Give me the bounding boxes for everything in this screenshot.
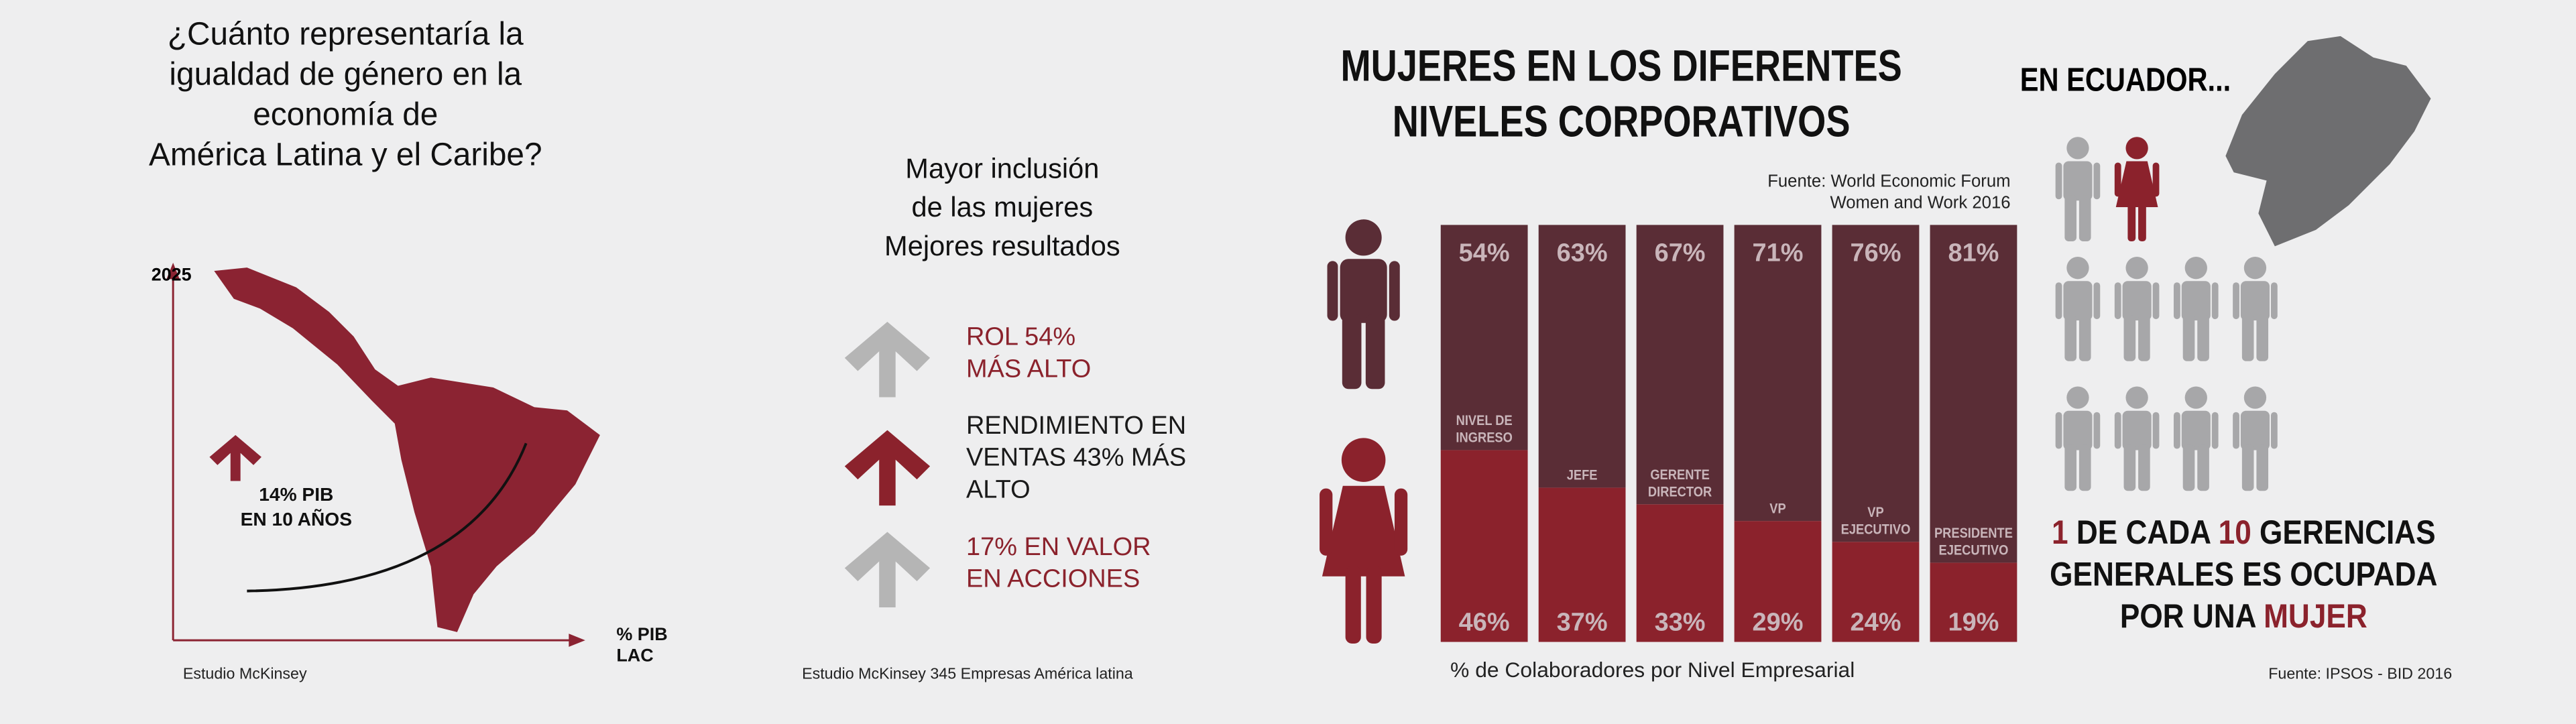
result-line: ROL 54% [966, 323, 1075, 351]
value-label: 19% [1948, 609, 1999, 637]
category-label: INGRESO [1456, 430, 1512, 446]
category-label: EJECUTIVO [1939, 543, 2009, 558]
bar-segment [1538, 487, 1626, 642]
title-line: ¿Cuánto representaría la [168, 16, 524, 52]
value-label: 33% [1655, 609, 1706, 637]
bar-segment [1930, 225, 2017, 563]
category-label: PRESIDENTE [1934, 526, 2013, 541]
value-label: 29% [1753, 609, 1804, 637]
value-label: 63% [1557, 239, 1608, 267]
chart-source-line: Women and Work 2016 [1830, 193, 2010, 212]
source: Estudio McKinsey [183, 665, 307, 682]
category-label: EJECUTIVO [1841, 522, 1911, 538]
ecuador-map [2225, 36, 2431, 247]
title-line: economía de [253, 97, 438, 132]
chart-title-line: MUJERES EN LOS DIFERENTES [1340, 40, 1901, 90]
bar-segment [1832, 542, 1920, 642]
headline-line: GENERALES ES OCUPADA [2050, 556, 2437, 593]
source: Fuente: IPSOS - BID 2016 [2268, 665, 2452, 682]
headline-segment: GENERALES ES OCUPADA [2050, 556, 2437, 593]
bar-segment [1440, 225, 1528, 450]
category-label: GERENTE [1650, 467, 1709, 483]
value-label: 76% [1851, 239, 1901, 267]
value-label: 24% [1851, 609, 1901, 637]
y-label: 2025 [152, 265, 192, 285]
latin-america-map [214, 267, 600, 632]
headline-segment: 1 [2052, 514, 2068, 552]
bar-segment [1440, 450, 1528, 642]
headline-line: POR UNA MUJER [2120, 598, 2367, 636]
source: Estudio McKinsey 345 Empresas América la… [802, 665, 1133, 682]
headline-line: 1 DE CADA 10 GERENCIAS [2052, 514, 2436, 552]
result-line: RENDIMIENTO EN [966, 412, 1186, 440]
title-line: América Latina y el Caribe? [149, 137, 542, 172]
value-label: 81% [1948, 239, 1999, 267]
chart-source-line: Fuente: World Economic Forum [1767, 172, 2010, 191]
title-line: igualdad de género en la [169, 56, 522, 92]
x-axis-arrow [569, 634, 585, 647]
bar-segment [1636, 225, 1724, 505]
callout-line: EN 10 AÑOS [241, 509, 352, 530]
growth-curve [247, 442, 528, 593]
title-line: Mayor inclusión [905, 153, 1099, 184]
category-label: VP [1867, 505, 1883, 520]
value-label: 71% [1753, 239, 1804, 267]
value-label: 37% [1557, 609, 1608, 637]
x-label-line: LAC [616, 646, 653, 666]
value-label: 67% [1655, 239, 1706, 267]
headline-segment: GERENCIAS [2251, 514, 2436, 552]
bar-segment [1930, 562, 2017, 642]
x-label-line: % PIB [616, 624, 667, 644]
x-axis-label: % de Colaboradores por Nivel Empresarial [1450, 658, 1855, 682]
headline-segment: POR UNA [2120, 598, 2264, 636]
result-line: MÁS ALTO [966, 354, 1091, 383]
headline-segment: 10 [2219, 514, 2251, 552]
section-title: EN ECUADOR... [2020, 61, 2231, 98]
value-label: 54% [1459, 239, 1510, 267]
chart-title-line: NIVELES CORPORATIVOS [1393, 96, 1851, 145]
result-line: VENTAS 43% MÁS [966, 443, 1186, 472]
result-line: ALTO [966, 475, 1031, 503]
bar-segment [1734, 225, 1822, 522]
category-label: DIRECTOR [1648, 485, 1712, 500]
category-label: VP [1769, 501, 1785, 516]
category-label: NIVEL DE [1456, 413, 1513, 428]
bar-segment [1734, 521, 1822, 642]
result-line: EN ACCIONES [966, 565, 1140, 593]
result-line: 17% EN VALOR [966, 533, 1151, 561]
value-label: 46% [1459, 609, 1510, 637]
title-line: Mejores resultados [884, 230, 1120, 261]
headline-segment: MUJER [2264, 598, 2367, 636]
headline-segment: DE CADA [2068, 514, 2219, 552]
bar-segment [1636, 504, 1724, 642]
y-axis-arrow [166, 262, 180, 280]
title-line: de las mujeres [912, 191, 1094, 223]
callout-line: 14% PIB [259, 484, 333, 505]
bar-segment [1538, 225, 1626, 488]
category-label: JEFE [1567, 468, 1598, 483]
bar-segment [1832, 225, 1920, 542]
